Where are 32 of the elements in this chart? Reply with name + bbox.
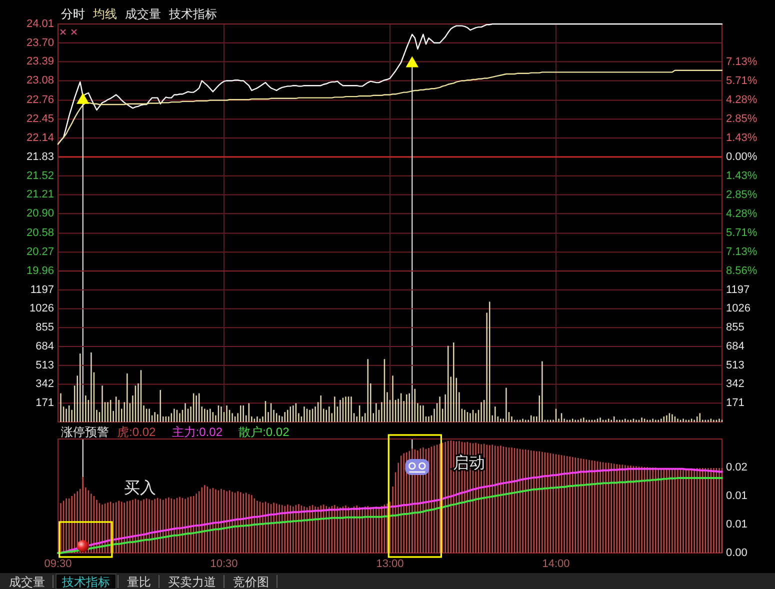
y2-tick-label: 1026 [726,302,750,315]
x-tick-label: 10:30 [210,558,238,570]
y-tick-label: 513 [36,359,54,372]
annotation: 买入 [124,479,156,498]
y-tick-label: 1026 [30,302,54,315]
y2-tick-label: 0.01 [726,490,748,502]
chart-title: 涨停预警 [61,425,109,439]
y2-tick-label: 1197 [726,284,750,296]
text: 量比 [127,575,151,589]
y-tick-label: 171 [36,397,54,410]
text: 买卖力道 [168,575,216,589]
text: 散户:0.02 [238,425,290,439]
y2-tick-label: 0.02 [726,461,748,474]
y2-tick-label: 513 [726,359,744,372]
y2-tick-label: 171 [726,397,744,410]
y2-tick-label: 684 [726,340,744,352]
y-tick-label: 1197 [30,284,54,296]
text: 主力:0.02 [172,425,223,439]
text: 虎:0.02 [117,425,156,439]
text: 技术指标 [61,575,110,589]
y2-tick-label: 855 [726,322,744,334]
y2-tick-label: 342 [726,378,744,390]
y-tick-label: 855 [36,322,54,334]
x-tick-label: 14:00 [542,558,570,570]
text: 竞价图 [233,575,269,589]
y2-tick-label: 0.01 [726,518,748,530]
x-tick-label: 09:30 [44,558,72,570]
y2-tick-label: 0.00 [726,546,748,559]
x-tick-label: 13:00 [376,558,404,570]
y-tick-label: 342 [36,378,54,390]
y-tick-label: 684 [36,340,54,352]
text: 成交量 [9,575,45,589]
